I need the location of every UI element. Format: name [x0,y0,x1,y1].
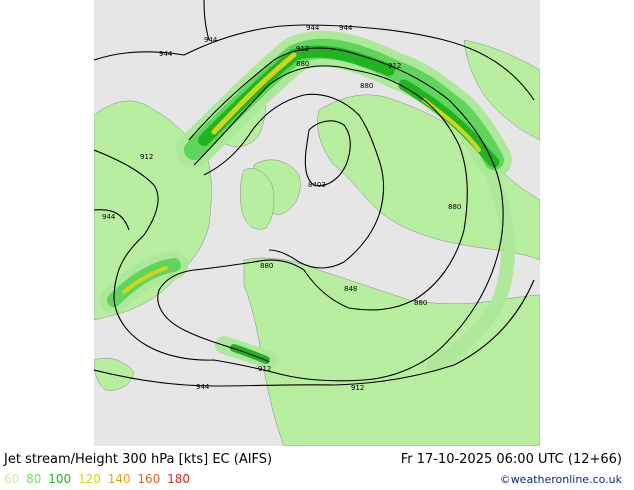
legend-value: 80 [26,472,42,486]
contour-label: 944 [159,50,173,58]
contour-label: 880 [448,203,461,211]
contour-912 [94,47,504,382]
contour-label: 912 [296,45,309,53]
contour-label: 912 [258,365,271,373]
contour-label: 912 [351,384,364,392]
contour-label: 912 [140,153,153,161]
contour-848 [203,93,385,269]
legend-value: 160 [137,472,161,486]
contour-labels: 944 944 944 944 944 944 912 912 912 912 … [102,24,461,392]
legend-value: 60 [4,472,20,486]
contour-label: 912 [388,62,401,70]
speed-legend: 60 80 100 120 140 160 180 [4,472,193,486]
contour-label: 944 [339,24,353,32]
jet-stream-shading [100,30,516,372]
land-scandinavia [240,168,275,230]
contour-label: 944 [204,36,218,44]
copyright-link[interactable]: ©weatheronline.co.uk [499,473,622,486]
height-contours [94,0,535,387]
land-far-east [463,39,540,141]
contour-label: 8403 [308,181,326,189]
valid-time: Fr 17-10-2025 06:00 UTC (12+66) [400,452,622,467]
legend-value: 100 [48,472,72,486]
contour-880 [157,65,468,363]
contour-label: 848 [344,285,357,293]
legend-value: 180 [167,472,191,486]
jet-stream-map[interactable]: 944 944 944 944 944 944 912 912 912 912 … [94,0,540,446]
contour-label: 880 [360,82,373,90]
contour-label: 944 [102,213,116,221]
land-siberia [317,94,540,261]
contour-label: 944 [196,383,210,391]
contour-label: 880 [414,299,427,307]
contour-label: 944 [306,24,320,32]
contour-label: 880 [260,262,273,270]
legend-value: 120 [77,472,101,486]
contour-816 [304,120,351,187]
legend-value: 140 [107,472,131,486]
contour-label: 880 [296,60,309,68]
contour-944-outer [94,0,535,387]
map-title: Jet stream/Height 300 hPa [kts] EC (AIFS… [4,452,273,467]
